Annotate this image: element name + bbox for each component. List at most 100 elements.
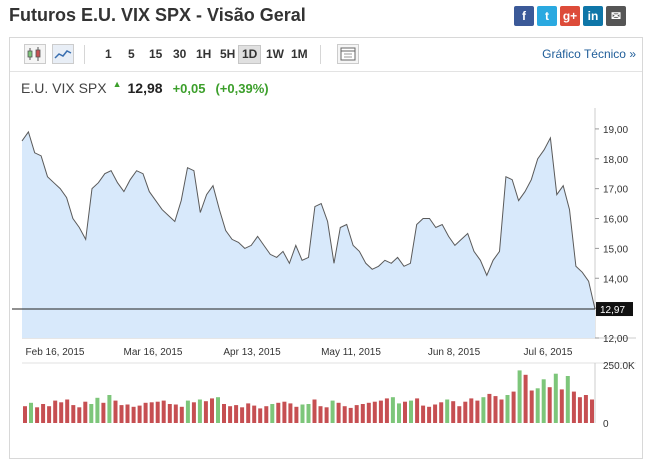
volume-bar [505, 395, 510, 423]
timeframe-1[interactable]: 1 [105, 47, 112, 61]
volume-bar [294, 406, 299, 423]
volume-bar [191, 402, 196, 423]
timeframe-5[interactable]: 5 [128, 47, 135, 61]
x-tick-label: Mar 16, 2015 [124, 347, 183, 358]
volume-bar [409, 400, 413, 423]
volume-bar [463, 401, 468, 423]
x-tick-label: Feb 16, 2015 [26, 347, 85, 358]
timeframe-15[interactable]: 15 [149, 47, 163, 61]
volume-bar [83, 401, 88, 423]
timeframe-5h[interactable]: 5H [220, 47, 236, 61]
price-line [21, 130, 596, 310]
volume-bar [590, 399, 594, 423]
x-tick-label: Jul 6, 2015 [524, 347, 573, 358]
volume-bar [312, 399, 317, 423]
page-title: Futuros E.U. VIX SPX - Visão Geral [9, 5, 306, 25]
volume-bar [113, 400, 118, 423]
window-icon[interactable] [337, 44, 359, 64]
last-price-label: 12,97 [600, 305, 625, 316]
twitter-icon[interactable]: t [537, 6, 557, 26]
google-plus-icon[interactable]: g+ [560, 6, 580, 26]
volume-bar [451, 401, 456, 423]
volume-bar [137, 405, 142, 423]
toolbar-divider [84, 45, 85, 64]
volume-bar [529, 390, 534, 423]
volume-bar [415, 398, 420, 423]
timeframe-1m[interactable]: 1M [291, 47, 308, 61]
volume-bar [475, 400, 480, 423]
volume-bar [47, 406, 52, 423]
timeframe-1w[interactable]: 1W [266, 47, 284, 61]
volume-bar [493, 396, 498, 423]
volume-bar [143, 402, 148, 423]
volume-bar [107, 395, 112, 423]
volume-bar [421, 405, 426, 423]
volume-bar [210, 398, 214, 423]
volume-bar [306, 404, 311, 423]
volume-bar [324, 407, 329, 423]
volume-bar [41, 404, 46, 423]
volume-bar [246, 403, 251, 423]
volume-bar [264, 406, 269, 423]
volume-bar [469, 398, 474, 423]
volume-bar [155, 401, 160, 423]
price-change-percent: (+0,39%) [215, 81, 269, 96]
volume-bar [77, 407, 82, 423]
volume-bar [547, 387, 552, 423]
volume-bar [517, 370, 522, 423]
x-tick-label: Apr 13, 2015 [223, 347, 281, 358]
volume-bar [35, 407, 40, 423]
linkedin-icon[interactable]: in [583, 6, 603, 26]
quote-line: E.U. VIX SPX ▲ 12,98 +0,05 (+0,39%) [21, 79, 269, 96]
volume-bar [577, 397, 582, 423]
volume-bar [366, 402, 371, 423]
volume-bar [583, 395, 588, 423]
volume-bar [240, 407, 245, 423]
chart-panel: 1 5 15 30 1H 5H 1D 1W 1M Gráfico Técnico » E.U. … [9, 37, 643, 459]
share-icons: f t g+ in ✉ [514, 6, 626, 26]
y-tick-label: 18,00 [603, 155, 628, 166]
volume-bar [71, 405, 76, 423]
volume-bar [559, 389, 564, 423]
volume-bar [403, 401, 407, 423]
candlestick-icon[interactable] [24, 44, 46, 64]
timeframe-1d[interactable]: 1D [238, 45, 262, 64]
volume-bar [397, 403, 401, 423]
volume-bar [65, 399, 70, 423]
volume-bar [173, 404, 178, 423]
volume-bar [125, 404, 130, 423]
volume-bar [354, 405, 359, 423]
volume-bar [360, 404, 365, 423]
volume-bar [149, 402, 154, 423]
volume-bar [258, 408, 263, 423]
volume-tick-label: 0 [603, 419, 609, 430]
timeframe-1h[interactable]: 1H [196, 47, 212, 61]
toolbar-divider [320, 45, 321, 64]
price-chart[interactable]: Investing.com19,0018,0017,0016,0015,0014… [10, 38, 644, 458]
y-tick-label: 17,00 [603, 185, 628, 196]
volume-bar [179, 406, 184, 423]
volume-bar [228, 406, 233, 423]
facebook-icon[interactable]: f [514, 6, 534, 26]
volume-bar [487, 393, 492, 423]
volume-bar [53, 400, 58, 423]
volume-bar [439, 402, 444, 423]
volume-bar [499, 399, 504, 423]
volume-bar [89, 404, 94, 423]
email-icon[interactable]: ✉ [606, 6, 626, 26]
technical-chart-link[interactable]: Gráfico Técnico » [542, 47, 636, 61]
volume-bar [553, 373, 558, 423]
volume-bar [203, 401, 208, 423]
volume-bar [167, 404, 172, 423]
volume-bar [59, 402, 64, 423]
volume-bar [336, 402, 341, 423]
volume-bar [445, 399, 450, 423]
timeframe-30[interactable]: 30 [173, 47, 187, 61]
volume-bar [23, 406, 27, 423]
volume-bar [185, 400, 190, 423]
volume-bar [300, 404, 305, 423]
line-chart-icon[interactable] [52, 44, 74, 64]
volume-bar [427, 406, 432, 423]
volume-bar [222, 404, 226, 423]
volume-bar [197, 399, 202, 423]
